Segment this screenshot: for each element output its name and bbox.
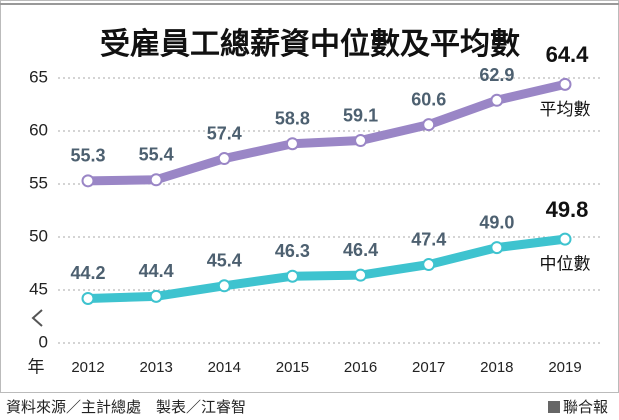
- value-label: 44.4: [139, 261, 174, 281]
- y-tick-label: 45: [29, 279, 48, 298]
- point: [81, 174, 95, 188]
- value-label: 55.3: [70, 146, 105, 166]
- value-label: 46.4: [343, 240, 378, 260]
- y-tick-label: 0: [39, 332, 48, 351]
- point: [285, 269, 299, 283]
- source: 資料來源／主計總處 製表／江睿智: [6, 398, 246, 416]
- value-label: 47.4: [411, 229, 446, 249]
- value-label: 57.4: [207, 123, 242, 143]
- x-tick-label: 2013: [139, 359, 172, 376]
- value-label: 49.8: [546, 197, 589, 222]
- axis-break: [31, 309, 43, 327]
- point: [354, 134, 368, 148]
- publisher-icon: [548, 401, 560, 413]
- value-label: 64.4: [546, 42, 590, 67]
- publisher: 聯合報: [563, 399, 608, 416]
- point: [490, 93, 504, 107]
- point: [422, 258, 436, 272]
- value-label: 55.4: [139, 145, 174, 165]
- x-tick-label: 2014: [208, 359, 241, 376]
- y-tick-label: 55: [29, 173, 48, 192]
- point: [558, 232, 572, 246]
- x-tick-label: 2015: [276, 359, 309, 376]
- point: [354, 268, 368, 282]
- point: [149, 289, 163, 303]
- point: [422, 118, 436, 132]
- frame: [0, 0, 619, 393]
- series-line: [83, 234, 570, 303]
- x-tick-label: 2019: [548, 359, 581, 376]
- x-tick-label: 2012: [71, 359, 104, 376]
- point: [558, 77, 572, 91]
- value-label: 60.6: [411, 89, 446, 109]
- y-tick-label: 50: [29, 226, 48, 245]
- x-axis-label: 年: [28, 357, 45, 376]
- point: [490, 241, 504, 255]
- chart-title: 受雇員工總薪資中位數及平均數: [100, 27, 520, 61]
- x-tick-label: 2018: [480, 359, 513, 376]
- y-tick-label: 60: [29, 120, 48, 139]
- x-tick-label: 2016: [344, 359, 377, 376]
- point: [217, 279, 231, 293]
- value-label: 62.9: [479, 65, 514, 85]
- series-name: 中位數: [540, 255, 591, 274]
- series-line: [83, 79, 570, 186]
- point: [285, 137, 299, 151]
- value-label: 49.0: [479, 212, 514, 232]
- point: [217, 152, 231, 166]
- value-label: 45.4: [207, 251, 242, 271]
- value-label: 46.3: [275, 241, 310, 261]
- value-label: 59.1: [343, 105, 378, 125]
- value-label: 44.2: [70, 263, 105, 283]
- point: [81, 291, 95, 305]
- value-label: 58.8: [275, 108, 310, 128]
- series-name: 平均數: [540, 100, 591, 119]
- x-tick-label: 2017: [412, 359, 445, 376]
- point: [149, 173, 163, 187]
- y-tick-label: 65: [29, 67, 48, 86]
